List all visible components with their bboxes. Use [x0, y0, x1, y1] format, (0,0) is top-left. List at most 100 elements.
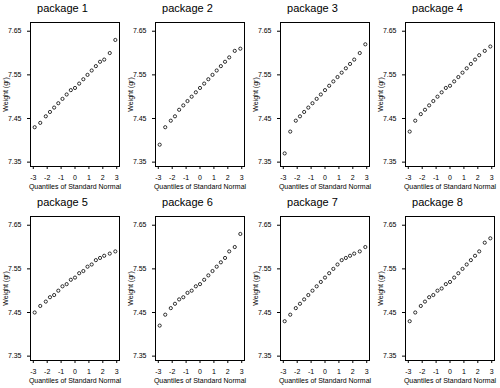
svg-text:Weight (gr): Weight (gr): [377, 271, 385, 306]
svg-text:7.55: 7.55: [133, 265, 147, 272]
svg-text:7.35: 7.35: [383, 352, 397, 359]
svg-text:3: 3: [115, 368, 119, 375]
svg-text:1: 1: [87, 368, 91, 375]
svg-text:-1: -1: [183, 368, 189, 375]
svg-text:2: 2: [101, 174, 105, 181]
svg-text:-3: -3: [155, 174, 161, 181]
svg-text:2: 2: [226, 368, 230, 375]
svg-text:-1: -1: [183, 174, 189, 181]
svg-text:7.65: 7.65: [258, 221, 272, 228]
svg-text:1: 1: [212, 368, 216, 375]
svg-text:Weight (gr): Weight (gr): [377, 77, 385, 112]
svg-text:3: 3: [240, 174, 244, 181]
svg-text:3: 3: [490, 174, 494, 181]
svg-text:3: 3: [365, 368, 369, 375]
svg-text:3: 3: [490, 368, 494, 375]
svg-text:7.45: 7.45: [8, 115, 22, 122]
svg-text:2: 2: [101, 368, 105, 375]
svg-text:Weight (gr): Weight (gr): [127, 77, 135, 112]
svg-text:7.55: 7.55: [8, 265, 22, 272]
svg-text:2: 2: [351, 174, 355, 181]
svg-text:-1: -1: [58, 368, 64, 375]
svg-text:2: 2: [226, 174, 230, 181]
svg-text:7.55: 7.55: [258, 265, 272, 272]
svg-text:2: 2: [476, 174, 480, 181]
svg-text:0: 0: [323, 368, 327, 375]
svg-text:1: 1: [462, 368, 466, 375]
svg-text:Weight (gr): Weight (gr): [252, 77, 260, 112]
svg-text:7.65: 7.65: [8, 27, 22, 34]
svg-text:1: 1: [212, 174, 216, 181]
svg-text:7.55: 7.55: [258, 71, 272, 78]
svg-text:Quantiles of Standard Normal: Quantiles of Standard Normal: [29, 377, 122, 385]
svg-text:7.45: 7.45: [8, 309, 22, 316]
svg-text:Weight (gr): Weight (gr): [2, 271, 10, 306]
svg-text:7.55: 7.55: [133, 71, 147, 78]
svg-text:7.45: 7.45: [133, 309, 147, 316]
svg-text:Quantiles of Standard Normal: Quantiles of Standard Normal: [154, 183, 247, 191]
svg-text:Weight (gr): Weight (gr): [2, 77, 10, 112]
svg-text:1: 1: [462, 174, 466, 181]
svg-text:-3: -3: [155, 368, 161, 375]
svg-text:-1: -1: [58, 174, 64, 181]
svg-text:Quantiles of Standard Normal: Quantiles of Standard Normal: [404, 183, 497, 191]
svg-text:2: 2: [351, 368, 355, 375]
svg-text:-3: -3: [30, 174, 36, 181]
svg-text:7.65: 7.65: [133, 221, 147, 228]
svg-text:-2: -2: [169, 368, 175, 375]
svg-text:7.45: 7.45: [258, 115, 272, 122]
svg-text:0: 0: [198, 174, 202, 181]
svg-text:0: 0: [73, 174, 77, 181]
svg-text:7.55: 7.55: [383, 265, 397, 272]
svg-text:2: 2: [476, 368, 480, 375]
svg-text:-1: -1: [433, 174, 439, 181]
svg-text:0: 0: [198, 368, 202, 375]
svg-text:0: 0: [73, 368, 77, 375]
svg-text:1: 1: [337, 368, 341, 375]
svg-text:-2: -2: [419, 368, 425, 375]
svg-text:7.65: 7.65: [383, 221, 397, 228]
svg-text:-2: -2: [44, 368, 50, 375]
svg-text:0: 0: [448, 174, 452, 181]
svg-text:7.35: 7.35: [383, 158, 397, 165]
svg-text:7.45: 7.45: [383, 309, 397, 316]
svg-text:0: 0: [448, 368, 452, 375]
svg-text:7.35: 7.35: [8, 158, 22, 165]
svg-text:0: 0: [323, 174, 327, 181]
svg-text:7.45: 7.45: [258, 309, 272, 316]
svg-text:1: 1: [87, 174, 91, 181]
svg-text:Weight (gr): Weight (gr): [252, 271, 260, 306]
svg-text:3: 3: [115, 174, 119, 181]
svg-text:7.45: 7.45: [133, 115, 147, 122]
svg-text:7.35: 7.35: [8, 352, 22, 359]
svg-text:-1: -1: [308, 174, 314, 181]
svg-text:Quantiles of Standard Normal: Quantiles of Standard Normal: [279, 377, 372, 385]
svg-text:-2: -2: [44, 174, 50, 181]
svg-text:7.65: 7.65: [258, 27, 272, 34]
svg-text:-1: -1: [433, 368, 439, 375]
svg-text:Quantiles of Standard Normal: Quantiles of Standard Normal: [29, 183, 122, 191]
svg-text:-2: -2: [294, 368, 300, 375]
svg-text:1: 1: [337, 174, 341, 181]
svg-text:7.55: 7.55: [383, 71, 397, 78]
svg-text:-2: -2: [419, 174, 425, 181]
svg-text:7.35: 7.35: [258, 158, 272, 165]
svg-text:-2: -2: [169, 174, 175, 181]
svg-text:Quantiles of Standard Normal: Quantiles of Standard Normal: [404, 377, 497, 385]
svg-text:7.35: 7.35: [133, 158, 147, 165]
svg-text:7.45: 7.45: [383, 115, 397, 122]
svg-text:-2: -2: [294, 174, 300, 181]
svg-text:3: 3: [365, 174, 369, 181]
svg-text:Weight (gr): Weight (gr): [127, 271, 135, 306]
svg-text:-1: -1: [308, 368, 314, 375]
svg-text:-3: -3: [280, 368, 286, 375]
svg-text:-3: -3: [405, 368, 411, 375]
svg-text:7.35: 7.35: [258, 352, 272, 359]
svg-text:Quantiles of Standard Normal: Quantiles of Standard Normal: [154, 377, 247, 385]
svg-text:7.65: 7.65: [8, 221, 22, 228]
svg-text:-3: -3: [405, 174, 411, 181]
svg-text:Quantiles of Standard Normal: Quantiles of Standard Normal: [279, 183, 372, 191]
svg-text:7.35: 7.35: [133, 352, 147, 359]
svg-text:7.65: 7.65: [383, 27, 397, 34]
svg-text:7.65: 7.65: [133, 27, 147, 34]
